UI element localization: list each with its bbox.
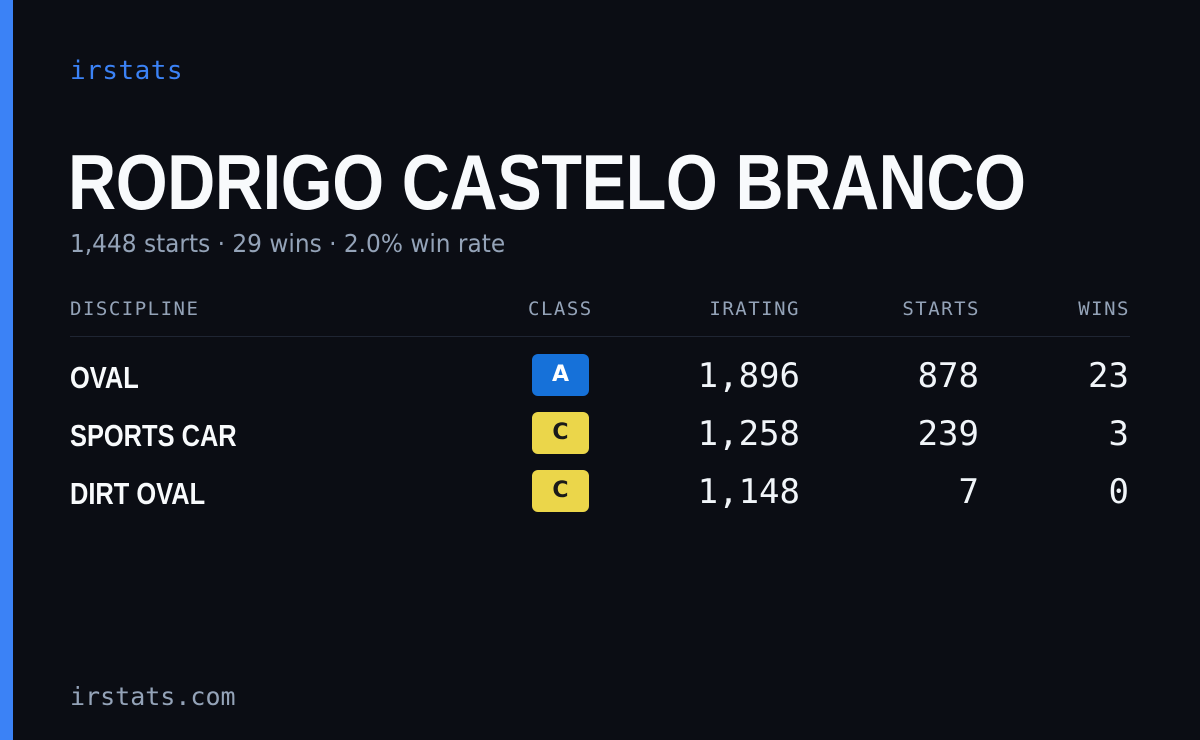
header-divider bbox=[70, 336, 1130, 337]
header-discipline: DISCIPLINE bbox=[70, 298, 200, 320]
header-class: CLASS bbox=[528, 298, 593, 320]
wins-value: 3 bbox=[1108, 414, 1129, 454]
starts-value: 239 bbox=[917, 414, 979, 454]
accent-bar bbox=[0, 0, 13, 740]
discipline-label: OVAL bbox=[70, 360, 139, 395]
discipline-label: SPORTS CAR bbox=[70, 418, 237, 453]
header-irating: IRATING bbox=[709, 298, 800, 320]
class-badge: C bbox=[532, 412, 589, 454]
header-wins: WINS bbox=[1078, 298, 1130, 320]
wins-value: 23 bbox=[1088, 356, 1129, 396]
class-badge: C bbox=[532, 470, 589, 512]
irating-value: 1,258 bbox=[697, 414, 800, 454]
footer-url: irstats.com bbox=[70, 682, 236, 711]
starts-value: 7 bbox=[958, 472, 979, 512]
brand-logo: irstats bbox=[70, 56, 184, 86]
table-row: OVAL A 1,896 878 23 bbox=[70, 354, 1130, 412]
wins-value: 0 bbox=[1108, 472, 1129, 512]
discipline-label: DIRT OVAL bbox=[70, 476, 206, 511]
table-row: SPORTS CAR C 1,258 239 3 bbox=[70, 412, 1130, 470]
driver-name: RODRIGO CASTELO BRANCO bbox=[68, 138, 1026, 226]
starts-value: 878 bbox=[917, 356, 979, 396]
class-badge: A bbox=[532, 354, 589, 396]
driver-summary: 1,448 starts · 29 wins · 2.0% win rate bbox=[70, 229, 506, 258]
table-row: DIRT OVAL C 1,148 7 0 bbox=[70, 470, 1130, 528]
header-starts: STARTS bbox=[902, 298, 980, 320]
irating-value: 1,148 bbox=[697, 472, 800, 512]
irating-value: 1,896 bbox=[697, 356, 800, 396]
